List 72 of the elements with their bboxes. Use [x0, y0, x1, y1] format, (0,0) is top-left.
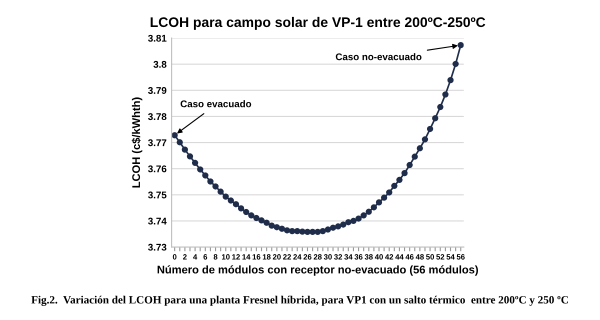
point	[345, 219, 352, 226]
point	[186, 153, 194, 160]
point	[192, 160, 198, 166]
point	[386, 189, 392, 196]
y-tick-label: 3.73	[148, 244, 166, 251]
point	[350, 218, 357, 224]
y-tick-label: 3.77	[148, 139, 166, 146]
point	[309, 228, 316, 236]
x-axis-title: Número de módulos con receptor no-evacuado (56 módulos)	[158, 265, 478, 276]
y-axis-title: LCOH (c$/kWhth)	[132, 97, 142, 188]
y-tick-label: 3.76	[148, 165, 166, 172]
point	[442, 91, 449, 98]
point	[391, 182, 398, 190]
y-tick-label: 3.74	[148, 218, 167, 225]
point	[243, 208, 250, 216]
point	[370, 204, 378, 210]
y-tick-label: 3.8	[153, 60, 166, 68]
point	[355, 215, 362, 222]
point	[380, 194, 388, 201]
y-tick-label: 3.78	[148, 113, 166, 120]
point	[299, 228, 306, 235]
point	[258, 217, 265, 224]
point	[412, 154, 418, 160]
annotation: Caso no-evacuado	[336, 53, 422, 60]
point	[218, 188, 224, 195]
point	[437, 104, 444, 110]
point	[207, 178, 214, 185]
point	[432, 115, 438, 122]
caption: Fig.2. Variación del LCOH para una planta Fresnel híbrida, para VP1 con un salto térmico entre 200ºC y 250 ºC	[31, 296, 568, 306]
point	[406, 162, 413, 168]
point	[304, 228, 311, 236]
annotation: Caso evacuado	[180, 100, 252, 108]
point	[232, 201, 240, 208]
point	[202, 172, 208, 179]
point	[294, 228, 300, 234]
point	[238, 205, 244, 212]
point	[396, 176, 403, 184]
point	[422, 136, 428, 143]
point	[228, 197, 234, 204]
point	[416, 145, 423, 152]
point	[360, 212, 367, 219]
point	[366, 208, 372, 215]
point	[212, 183, 219, 190]
point	[320, 228, 326, 234]
point	[253, 214, 260, 222]
point	[330, 224, 336, 231]
point	[452, 60, 459, 68]
point	[248, 212, 254, 219]
point	[376, 199, 382, 206]
point	[314, 228, 321, 236]
point	[284, 227, 290, 234]
point	[426, 126, 434, 132]
point	[263, 220, 270, 226]
point	[274, 224, 280, 230]
point	[182, 146, 188, 153]
point	[172, 132, 178, 138]
point	[289, 228, 296, 234]
point	[447, 77, 454, 84]
point	[340, 221, 346, 228]
y-tick-label: 3.81	[148, 34, 166, 42]
point	[278, 226, 286, 232]
point	[458, 42, 464, 48]
point	[222, 194, 229, 200]
chart-title: LCOH para campo solar de VP-1 entre 200ºC-250ºC	[150, 16, 486, 30]
point	[401, 170, 408, 176]
y-tick-label: 3.75	[148, 192, 166, 198]
point	[324, 226, 332, 233]
point	[197, 166, 204, 173]
point	[268, 222, 275, 229]
y-tick-label: 3.79	[148, 87, 166, 94]
point	[335, 223, 342, 230]
point	[176, 139, 183, 146]
